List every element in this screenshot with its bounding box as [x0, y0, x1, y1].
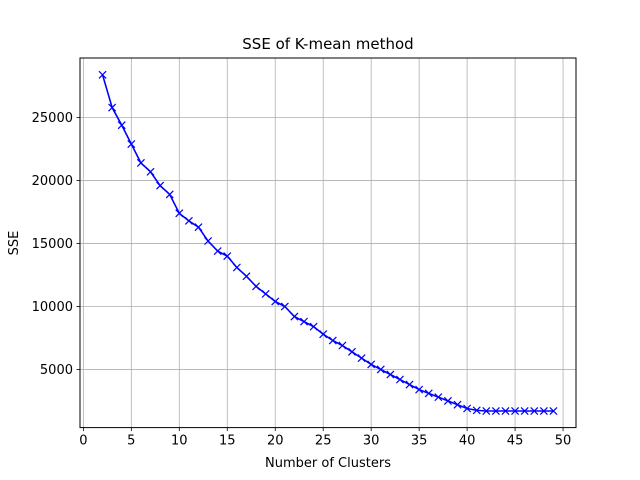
data-point-marker: [204, 237, 213, 246]
y-tick-label: 25000: [32, 111, 73, 126]
data-point-marker: [242, 272, 251, 281]
data-point-marker: [549, 406, 558, 416]
data-point-marker: [520, 406, 529, 416]
series-line: [101, 74, 554, 412]
data-point-marker: [539, 406, 548, 416]
data-point-marker: [299, 317, 309, 326]
data-point-marker: [367, 360, 376, 369]
series-layer: [98, 70, 558, 416]
data-point-marker: [165, 190, 174, 199]
chart-title: SSE of K-mean method: [242, 35, 413, 53]
x-tick-label: 15: [219, 434, 236, 449]
data-point-marker: [98, 70, 107, 79]
data-point-marker: [261, 289, 270, 298]
data-point-marker: [309, 322, 318, 331]
x-tick-label: 25: [315, 434, 332, 449]
data-point-marker: [434, 393, 443, 402]
x-tick-label: 5: [127, 434, 135, 449]
data-point-marker: [501, 406, 510, 416]
data-point-marker: [175, 209, 184, 218]
data-point-marker: [424, 389, 433, 398]
data-point-marker: [395, 375, 404, 384]
data-point-marker: [386, 370, 395, 379]
data-point-marker: [290, 312, 299, 321]
data-point-marker: [357, 354, 366, 363]
data-point-marker: [347, 347, 357, 356]
x-tick-label: 35: [411, 434, 428, 449]
data-point-marker: [319, 330, 328, 339]
data-point-marker: [338, 341, 347, 350]
data-point-marker: [127, 140, 136, 149]
data-point-marker: [232, 263, 241, 272]
data-point-marker: [482, 406, 491, 416]
data-point-marker: [194, 223, 203, 232]
data-point-marker: [491, 406, 500, 416]
data-point-marker: [472, 406, 481, 415]
plot-frame: [79, 57, 577, 429]
data-point-marker: [376, 365, 385, 374]
y-tick-label: 15000: [32, 237, 73, 252]
data-point-marker: [511, 406, 520, 416]
x-tick-label: 40: [459, 434, 476, 449]
data-point-marker: [405, 380, 414, 389]
data-point-marker: [252, 282, 261, 291]
data-point-marker: [223, 252, 232, 261]
data-point-marker: [108, 103, 117, 112]
x-axis: 0 5 10 15 20 25 30 35 40 45 50: [79, 427, 572, 449]
data-point-marker: [328, 336, 337, 345]
data-point-marker: [156, 181, 165, 190]
x-tick-label: 50: [555, 434, 572, 449]
data-point-marker: [453, 400, 462, 409]
data-point-marker: [415, 385, 424, 394]
x-tick-label: 45: [507, 434, 524, 449]
x-axis-label: Number of Clusters: [265, 456, 391, 471]
data-point-marker: [136, 158, 145, 167]
x-tick-label: 0: [79, 434, 87, 449]
x-tick-label: 30: [363, 434, 380, 449]
y-axis: 5000 10000 15000 20000 25000: [32, 111, 80, 378]
data-point-marker: [280, 302, 289, 311]
data-point-marker: [530, 406, 539, 416]
data-point-marker: [271, 297, 280, 306]
data-point-marker: [184, 216, 193, 225]
data-point-marker: [146, 167, 155, 176]
data-point-marker: [443, 396, 452, 405]
y-tick-label: 10000: [32, 300, 73, 315]
y-tick-label: 5000: [40, 363, 73, 378]
grid: [80, 58, 576, 428]
data-point-marker: [117, 121, 126, 130]
y-tick-label: 20000: [32, 174, 73, 189]
x-tick-label: 20: [267, 434, 284, 449]
y-axis-label: SSE: [7, 231, 22, 256]
data-point-marker: [213, 247, 222, 256]
x-tick-label: 10: [171, 434, 188, 449]
data-point-marker: [463, 404, 472, 413]
